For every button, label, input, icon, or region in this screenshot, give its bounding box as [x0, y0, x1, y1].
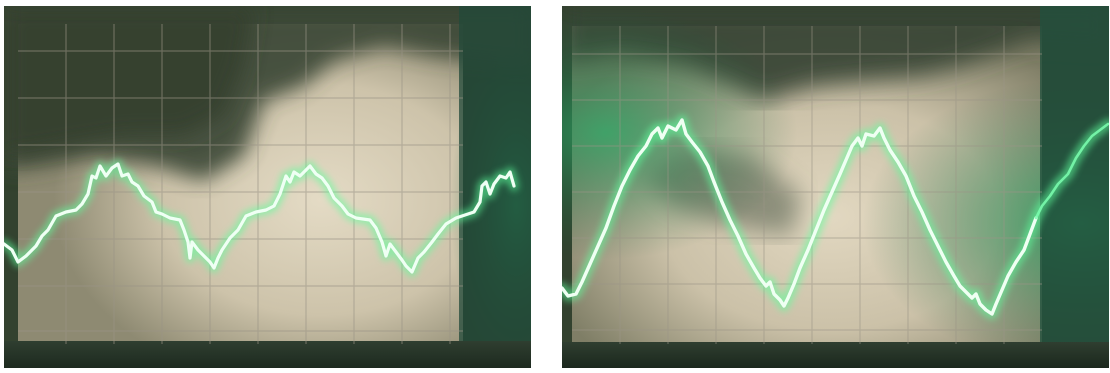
scope-trace-left: [4, 159, 519, 277]
oscilloscope-photo-left: [4, 6, 531, 368]
oscilloscope-photo-right: [562, 6, 1109, 368]
oscilloscope-image-left: [4, 6, 531, 368]
oscilloscope-image-right: [562, 6, 1109, 368]
scope-graticule: [18, 24, 463, 344]
scope-trace-right: [562, 114, 1109, 320]
